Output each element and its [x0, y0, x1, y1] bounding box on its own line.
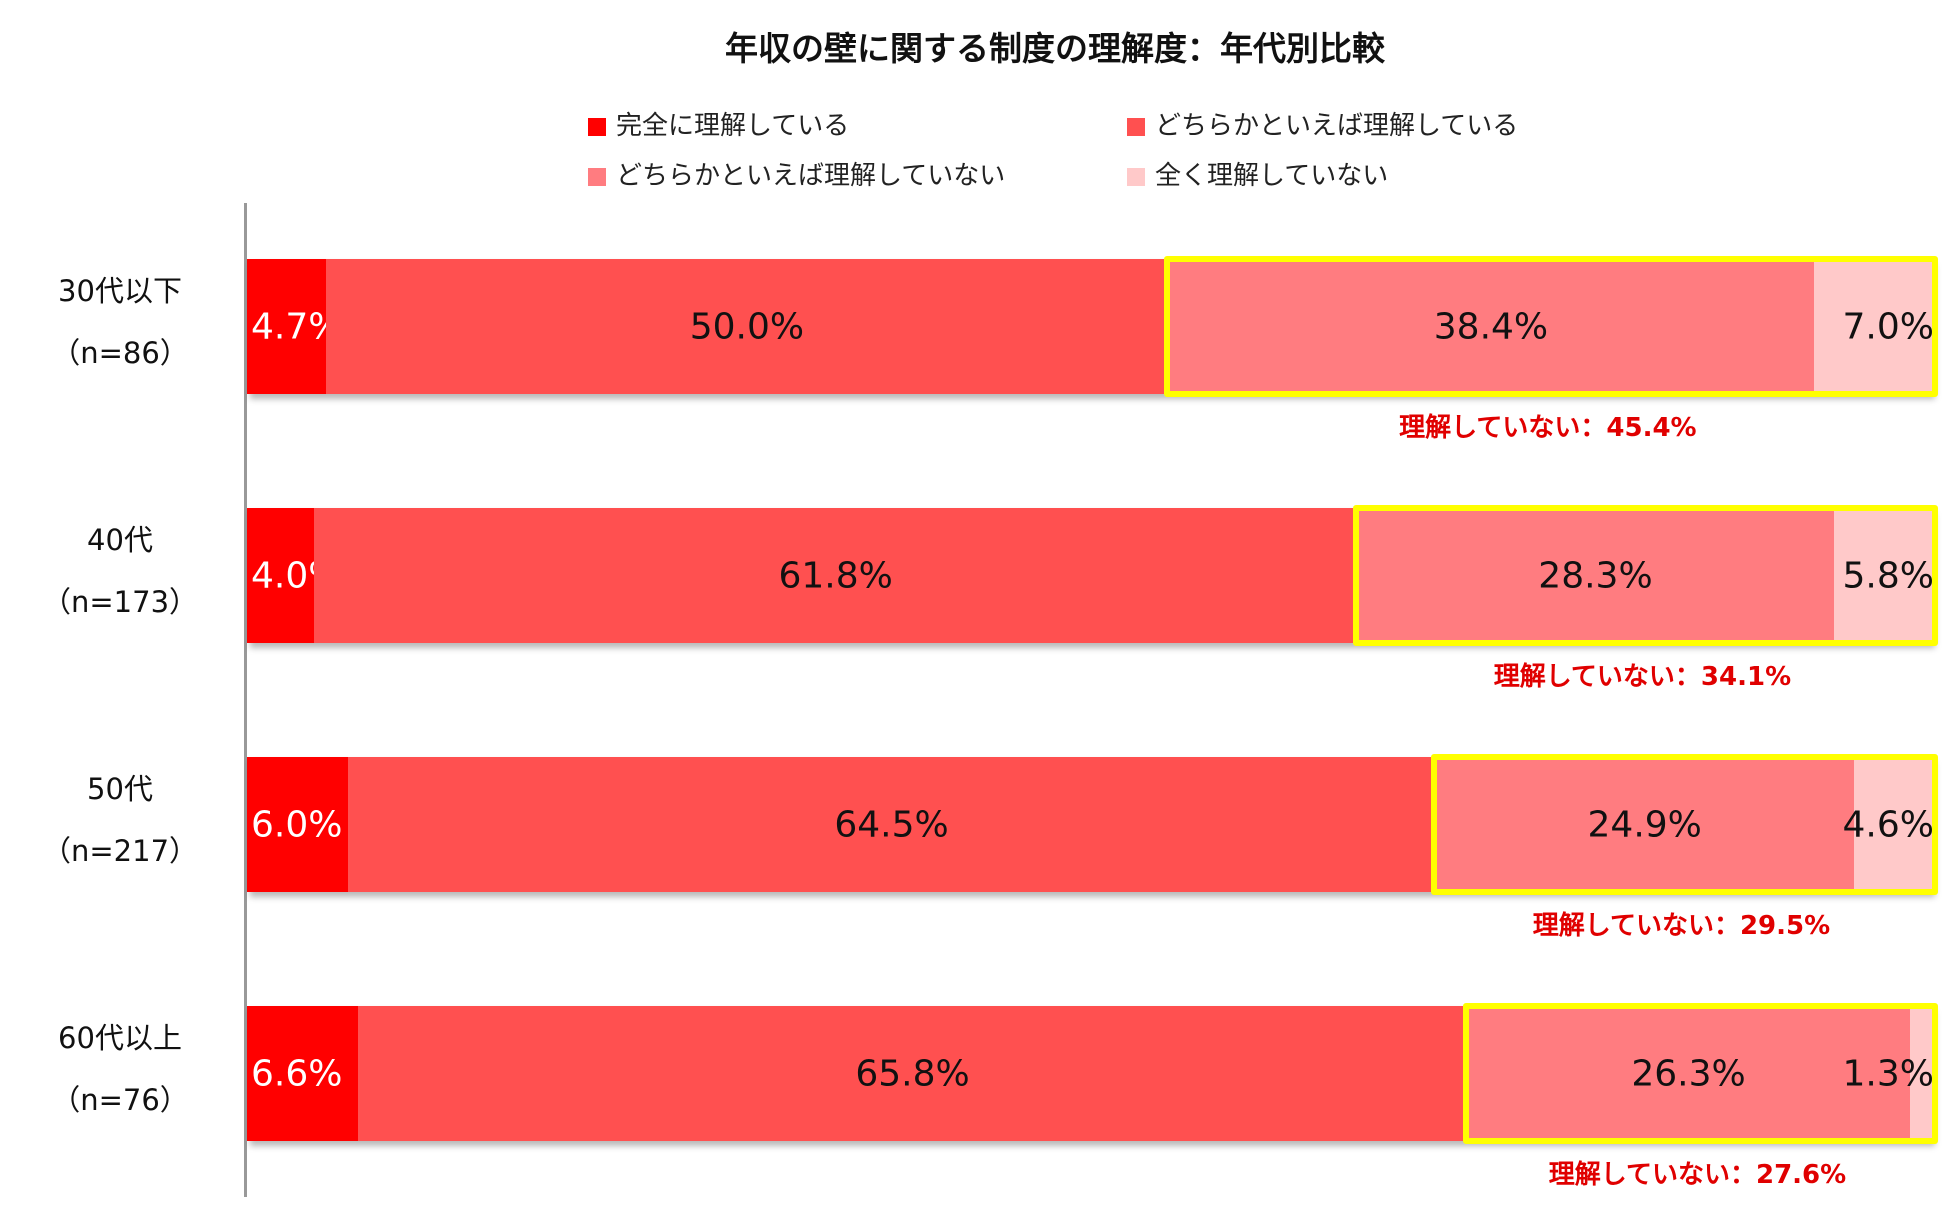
summary-not-understand: 理解していない：27.6%	[1548, 1160, 1847, 1190]
segment-fully-understand: 4.7%	[247, 259, 342, 394]
legend-label: どちらかといえば理解している	[1155, 111, 1519, 141]
legend-item-fully-understand: 完全に理解している	[588, 105, 849, 142]
segment-not-understand-at-all: 5.8%	[1834, 508, 1934, 643]
legend-swatch-icon	[588, 117, 606, 136]
bar-50s: 6.0% 64.5% 24.9% 4.6%	[247, 757, 1934, 892]
segment-fully-understand: 6.6%	[247, 1006, 359, 1141]
row-label-60s-over: 60代以上 （n=76）	[0, 1007, 240, 1131]
data-label: 26.3%	[1631, 1053, 1746, 1094]
row-n-label: （n=173）	[41, 585, 199, 619]
segment-somewhat-not-understand: 26.3%	[1466, 1006, 1911, 1141]
row-group-label: 30代以下	[58, 274, 182, 308]
data-label: 64.5%	[834, 804, 949, 845]
data-label: 61.8%	[778, 555, 893, 596]
data-label: 1.3%	[1842, 1053, 1934, 1094]
category-axis-line	[244, 203, 247, 1197]
segment-fully-understand: 4.0%	[247, 508, 342, 643]
row-group-label: 60代以上	[58, 1021, 182, 1055]
segment-somewhat-not-understand: 28.3%	[1356, 508, 1835, 643]
segment-not-understand-at-all: 1.3%	[1843, 1006, 1934, 1141]
data-label: 24.9%	[1587, 804, 1702, 845]
row-n-label: （n=217）	[41, 834, 199, 868]
summary-not-understand: 理解していない：45.4%	[1399, 413, 1697, 443]
data-label: 38.4%	[1433, 306, 1549, 347]
data-label: 28.3%	[1538, 555, 1653, 596]
segment-somewhat-not-understand: 38.4%	[1167, 259, 1815, 394]
legend-item-somewhat-understand: どちらかといえば理解している	[1127, 105, 1518, 142]
data-label: 50.0%	[689, 306, 805, 347]
legend-item-somewhat-not-understand: どちらかといえば理解していない	[588, 155, 1005, 192]
data-label: 6.0%	[251, 804, 343, 845]
summary-not-understand: 理解していない：29.5%	[1532, 911, 1831, 941]
bar-60s-over: 6.6% 65.8% 26.3% 1.3%	[247, 1006, 1934, 1141]
row-label-30s-under: 30代以下 （n=86）	[0, 260, 240, 384]
data-label: 65.8%	[855, 1053, 970, 1094]
legend-label: どちらかといえば理解していない	[616, 161, 1006, 191]
legend-swatch-icon	[1127, 167, 1145, 186]
segment-not-understand-at-all: 7.0%	[1814, 259, 1934, 394]
segment-somewhat-understand: 65.8%	[358, 1006, 1467, 1141]
legend-item-not-understand-at-all: 全く理解していない	[1127, 155, 1388, 192]
legend-label: 全く理解していない	[1155, 161, 1389, 191]
row-group-label: 50代	[87, 772, 153, 806]
segment-somewhat-understand: 50.0%	[326, 259, 1168, 394]
row-label-40s: 40代 （n=173）	[0, 509, 240, 633]
legend-swatch-icon	[588, 167, 606, 186]
segment-not-understand-at-all: 4.6%	[1843, 757, 1934, 892]
bar-40s: 4.0% 61.8% 28.3% 5.8%	[247, 508, 1934, 643]
data-label: 6.6%	[251, 1053, 343, 1094]
segment-fully-understand: 6.0%	[247, 757, 349, 892]
data-label: 7.0%	[1842, 306, 1934, 347]
row-n-label: （n=76）	[51, 1083, 189, 1117]
segment-somewhat-understand: 61.8%	[314, 508, 1357, 643]
row-label-50s: 50代 （n=217）	[0, 758, 240, 882]
bar-30s-under: 4.7% 50.0% 38.4% 7.0%	[247, 259, 1934, 394]
legend-label: 完全に理解している	[616, 111, 850, 141]
row-group-label: 40代	[87, 523, 153, 557]
summary-not-understand: 理解していない：34.1%	[1493, 662, 1792, 692]
data-label: 5.8%	[1842, 555, 1934, 596]
data-label: 4.6%	[1842, 804, 1934, 845]
segment-somewhat-understand: 64.5%	[348, 757, 1435, 892]
segment-somewhat-not-understand: 24.9%	[1434, 757, 1855, 892]
legend-swatch-icon	[1127, 117, 1145, 136]
chart-title: 年収の壁に関する制度の理解度：年代別比較	[725, 29, 1385, 68]
row-n-label: （n=86）	[51, 336, 189, 370]
